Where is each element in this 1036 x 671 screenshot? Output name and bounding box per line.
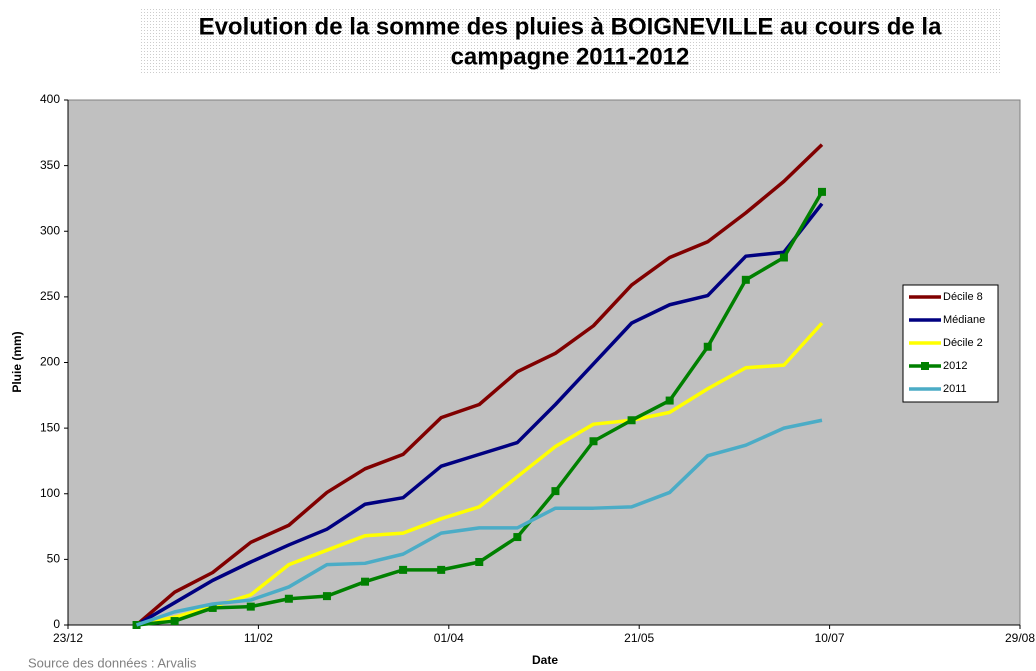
series-marker [170,617,179,626]
legend-label: 2012 [943,360,967,372]
x-axis-label: Date [532,653,558,667]
series-line [136,321,824,627]
series-marker [627,416,636,425]
series-marker [741,275,750,284]
chart-subtitle: campagne 2011-2012 [451,43,690,70]
series-line [135,143,824,627]
series-marker [589,437,598,446]
series-marker [817,187,826,196]
series-marker [475,558,484,566]
legend-label: 2011 [943,383,967,395]
y-axis-label: Pluie (mm) [10,331,24,392]
series-marker [513,533,522,542]
series-marker [284,594,293,603]
source-note: Source des données : Arvalis [28,655,197,670]
y-tick-label: 50 [47,552,61,566]
series-marker [437,565,446,574]
y-tick-label: 250 [40,289,60,303]
series-line [135,418,823,627]
legend-marker [921,362,929,370]
x-tick-label: 21/05 [624,631,654,645]
series-marker [551,487,560,496]
series-marker [246,602,255,611]
series-marker [322,592,331,601]
y-tick-label: 150 [40,420,60,434]
legend-label: Décile 8 [943,291,983,303]
title-background [140,8,1000,74]
y-tick-label: 350 [40,158,60,172]
legend-label: Médiane [943,314,985,326]
series-line [135,202,824,627]
y-tick-label: 200 [40,355,60,369]
series-marker [361,577,370,586]
x-tick-label: 10/07 [815,631,845,645]
y-tick-label: 300 [40,223,60,237]
series-marker [399,565,408,574]
y-tick-label: 400 [40,92,60,106]
x-tick-label: 23/12 [53,631,83,645]
chart-title: Evolution de la somme des pluies à BOIGN… [199,13,943,40]
legend-label: Décile 2 [943,337,983,349]
x-tick-label: 29/08 [1005,631,1035,645]
series-marker [665,396,674,405]
series-marker [208,603,217,612]
series-marker [779,253,788,262]
x-tick-label: 01/04 [434,631,464,645]
y-tick-label: 0 [53,617,60,631]
plot-area [67,99,1021,626]
x-tick-label: 11/02 [244,631,273,645]
series-marker [703,342,712,351]
y-tick-label: 100 [40,486,60,500]
